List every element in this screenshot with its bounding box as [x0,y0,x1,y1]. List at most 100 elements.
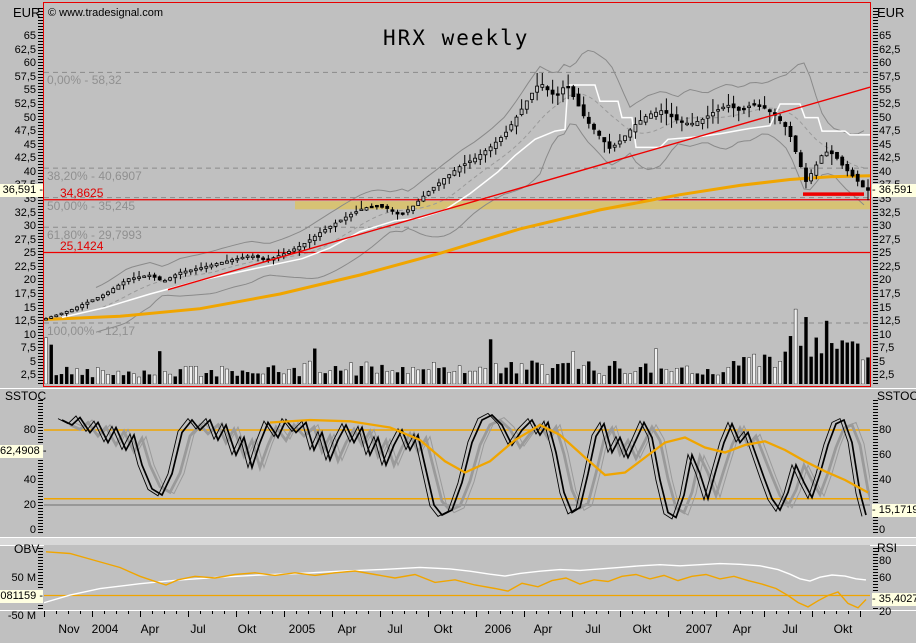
price-left-ticks [38,8,43,386]
price-ylabel-right: 57,5 [879,70,901,83]
price-ylabel-right: 27,5 [879,233,901,246]
x-axis-label: Okt [833,622,853,636]
x-axis-ticks [44,611,870,617]
price-ylabel-left: 25 [23,247,36,260]
trendline [167,86,870,291]
price-ylabel-right: 55 [879,84,892,97]
panel-separator [0,610,916,611]
sstoc-ylabel-left: 40 [23,474,36,486]
sstoc-ylabel-left: 20 [23,499,36,511]
price-ylabel-right: 5 [879,355,886,368]
sstoc-value-box-right: - 15,1719 [872,504,916,517]
fib-level-label: 100,00% - 12,17 [47,323,136,338]
sstoc-right-ticks [873,400,878,534]
bollinger-mid [95,93,865,311]
stochastic-canvas [44,412,870,520]
price-ylabel-left: 52,5 [14,97,36,110]
price-chart-canvas [44,49,870,384]
price-ylabel-left: 42,5 [14,152,36,165]
obv-rsi-canvas [44,551,870,609]
price-ylabel-right: 25 [879,247,892,260]
price-ylabel-right: 32,5 [879,206,901,219]
sstoc-orange-slow [269,418,869,494]
sstoc-ylabel-left: 0 [29,524,36,536]
price-ylabel-right: 42,5 [879,152,901,165]
x-axis-label: 2006 [484,622,512,636]
price-ylabel-right: 62,5 [879,43,901,56]
price-ylabel-left: 22,5 [14,260,36,273]
obv-right-ticks [873,548,878,610]
sstoc-ylabel-right: 60 [879,449,892,461]
x-axis-label: Jul [387,622,403,636]
price-right-ticks [873,8,878,386]
fib-level-label: 61,80% - 29,7993 [47,228,142,243]
x-axis-label: Apr [140,622,160,636]
rsi-value-box-right: - 35,4027 [872,593,916,606]
white-stop-line [61,84,870,319]
obv-rsi-plot[interactable] [44,545,870,610]
price-ylabel-left: 17,5 [14,288,36,301]
price-ylabel-left: 50 [23,111,36,124]
x-axis-label: Jul [585,622,601,636]
price-ylabel-right: 20 [879,274,892,287]
price-axis-unit-left: EUR [13,5,41,20]
rsi-panel-title: RSI [877,541,898,555]
x-axis-label: Okt [632,622,652,636]
stochastic-plot[interactable] [44,397,870,536]
price-ylabel-left: 57,5 [14,70,36,83]
price-ylabel-left: 2,5 [20,369,36,382]
red-level-label: 34,8625 [60,185,104,200]
fib-level-label: 0,00% - 58,32 [47,73,122,88]
sstoc-black-main [61,413,867,519]
obv-value-box-left: 081159 - [0,590,43,603]
x-axis-label: 2005 [288,622,316,636]
price-ylabel-left: 27,5 [14,233,36,246]
obv-panel-title: OBV [14,542,40,556]
price-ylabel-left: 62,5 [14,43,36,56]
bollinger-lower [95,123,865,333]
price-ylabel-right: 30 [879,220,892,233]
price-ylabel-right: 2,5 [879,369,895,382]
rsi-ylabel-right: 60 [879,572,892,584]
price-ylabel-right: 50 [879,111,892,124]
price-ylabel-left: 30 [23,220,36,233]
panel-separator [0,388,916,389]
obv-ylabel-left: 50 M [11,572,36,584]
x-axis-label: Jul [190,622,206,636]
rsi-line [45,551,867,609]
price-axis-unit-right: EUR [877,5,905,20]
last-price-box-right: - 36,591 [872,184,916,197]
price-ylabel-right: 45 [879,138,892,151]
price-ylabel-right: 47,5 [879,125,901,138]
resistance-band [295,201,870,210]
fib-level-label: 38,20% - 40,6907 [47,169,142,184]
sstoc-ylabel-left: 80 [23,424,36,436]
price-ylabel-right: 10 [879,328,892,341]
price-ylabel-left: 10 [23,328,36,341]
price-ylabel-left: 45 [23,138,36,151]
x-axis-label: Apr [732,622,752,636]
price-ylabel-right: 65 [879,30,892,43]
obv-ylabel-left: -50 M [7,610,36,622]
copyright-text[interactable]: © www.tradesignal.com [48,7,164,19]
sstoc-black-thin [57,412,863,520]
price-chart-plot[interactable] [43,2,871,387]
obv-line [44,562,867,604]
orange-ma-line [44,174,870,321]
x-axis-label: Nov [58,622,80,636]
price-ylabel-left: 40 [23,165,36,178]
price-ylabel-right: 40 [879,165,892,178]
price-ylabel-right: 22,5 [879,260,901,273]
price-ylabel-right: 12,5 [879,315,901,328]
rsi-ylabel-right: 80 [879,554,892,567]
sstoc-ylabel-right: 0 [879,524,886,536]
price-ylabel-left: 15 [23,301,36,314]
x-axis-label: Okt [237,622,257,636]
sstoc-ylabel-right: 40 [879,474,892,486]
price-ylabel-right: 15 [879,301,892,314]
price-ylabel-left: 7,5 [20,342,36,355]
rsi-ylabel-right: 20 [879,606,892,618]
price-ylabel-left: 47,5 [14,125,36,138]
x-axis-label: Apr [533,622,553,636]
